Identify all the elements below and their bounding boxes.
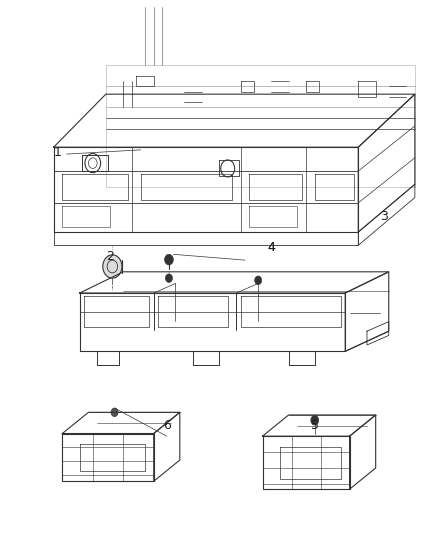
Text: 3: 3 (381, 209, 389, 223)
Circle shape (166, 274, 173, 282)
Circle shape (103, 255, 122, 278)
Text: 5: 5 (311, 419, 319, 432)
Circle shape (311, 416, 319, 425)
Circle shape (111, 408, 118, 417)
Circle shape (165, 254, 173, 265)
Circle shape (254, 276, 261, 285)
Text: 6: 6 (163, 419, 171, 432)
Text: 4: 4 (267, 241, 275, 254)
Text: 2: 2 (106, 251, 114, 263)
Text: 4: 4 (267, 241, 275, 254)
Text: 1: 1 (54, 146, 62, 159)
